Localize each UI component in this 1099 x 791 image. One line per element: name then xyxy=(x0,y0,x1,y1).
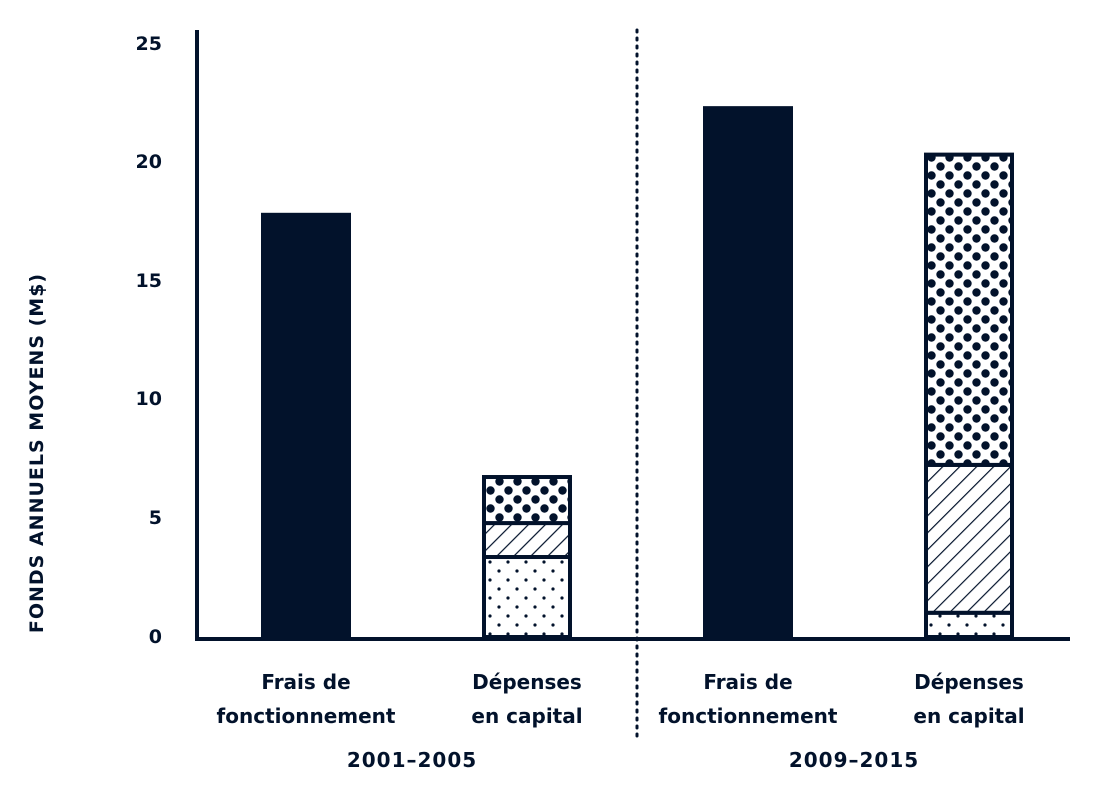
category-label: Frais de xyxy=(703,670,792,694)
category-label: fonctionnement xyxy=(217,704,396,728)
y-tick-labels: 0 5 10 15 20 25 xyxy=(136,33,162,648)
category-label: en capital xyxy=(913,704,1024,728)
bar-segment-large-dots xyxy=(924,152,1014,467)
bar-frais-de-fonctionnement xyxy=(703,106,793,638)
category-label: Dépenses xyxy=(472,670,582,694)
group-label: 2001–2005 xyxy=(347,748,477,772)
y-tick-label: 15 xyxy=(136,270,162,292)
y-tick-label: 20 xyxy=(136,151,162,173)
category-label: Dépenses xyxy=(914,670,1024,694)
category-label: fonctionnement xyxy=(659,704,838,728)
bar-segment-large-dots xyxy=(482,475,572,526)
y-tick-label: 0 xyxy=(149,626,162,648)
y-tick-label: 5 xyxy=(149,507,162,529)
y-axis-label: FONDS ANNUELS MOYENS (M$) xyxy=(26,273,48,633)
bar-segment-hatch xyxy=(924,462,1014,615)
category-labels: Frais de fonctionnement Dépenses en capi… xyxy=(217,670,1025,728)
y-tick-label: 10 xyxy=(136,388,162,410)
y-tick-label: 25 xyxy=(136,33,162,55)
bars-group xyxy=(261,106,1014,640)
bar-segment-small-dots xyxy=(482,555,572,639)
bar-frais-de-fonctionnement xyxy=(261,212,351,638)
group-label: 2009–2015 xyxy=(789,748,919,772)
bar-segment-small-dots xyxy=(924,610,1014,640)
category-label: Frais de xyxy=(261,670,350,694)
category-label: en capital xyxy=(471,704,582,728)
bar-segment-hatch xyxy=(482,521,572,560)
